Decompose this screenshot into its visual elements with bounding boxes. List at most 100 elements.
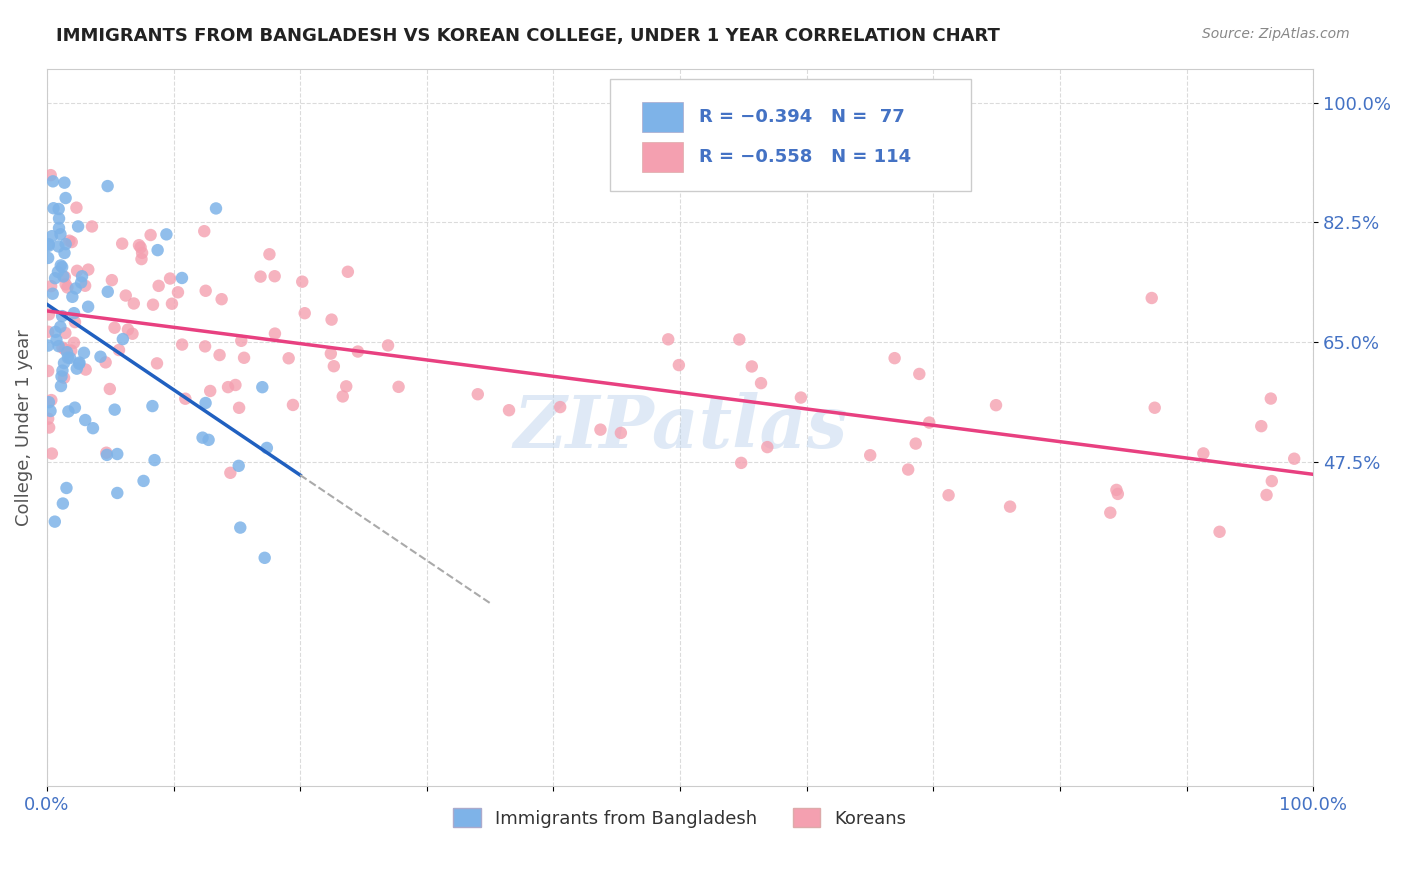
- Point: [142, 298, 165, 312]
- Point: [143, 453, 166, 467]
- Point: [94, 355, 117, 369]
- Point: [55, 191, 77, 205]
- Point: [60, 343, 83, 358]
- Point: [194, 396, 217, 410]
- Point: [281, 398, 304, 412]
- Point: [548, 400, 571, 414]
- Point: [859, 448, 882, 462]
- Point: [194, 284, 217, 298]
- Point: [37, 364, 59, 378]
- Point: [321, 312, 343, 326]
- Point: [103, 320, 125, 334]
- Point: [38, 420, 60, 434]
- Point: [256, 441, 278, 455]
- Point: [67, 219, 90, 234]
- Bar: [643, 102, 683, 132]
- Point: [259, 247, 281, 261]
- Point: [790, 391, 813, 405]
- Point: [160, 296, 183, 310]
- Point: [49, 227, 72, 242]
- Point: [114, 288, 136, 302]
- Legend: Immigrants from Bangladesh, Koreans: Immigrants from Bangladesh, Koreans: [446, 801, 914, 835]
- Point: [53, 371, 76, 385]
- Point: [1208, 524, 1230, 539]
- Point: [60, 235, 83, 249]
- Point: [498, 403, 520, 417]
- Point: [918, 416, 941, 430]
- Point: [37, 325, 59, 339]
- Point: [1260, 392, 1282, 406]
- Point: [65, 281, 87, 295]
- Point: [467, 387, 489, 401]
- Point: [122, 296, 145, 310]
- Point: [77, 300, 100, 314]
- FancyBboxPatch shape: [610, 79, 972, 191]
- Point: [749, 376, 772, 391]
- Point: [319, 346, 342, 360]
- Point: [111, 332, 134, 346]
- Point: [228, 401, 250, 415]
- Point: [336, 265, 359, 279]
- Point: [938, 488, 960, 502]
- Point: [70, 269, 93, 284]
- Point: [42, 201, 65, 215]
- Point: [73, 346, 96, 360]
- Point: [56, 351, 79, 365]
- Point: [48, 221, 70, 235]
- Point: [197, 433, 219, 447]
- Point: [170, 271, 193, 285]
- Point: [58, 234, 80, 248]
- Point: [224, 378, 246, 392]
- Point: [53, 176, 76, 190]
- Point: [38, 239, 60, 253]
- Point: [174, 392, 197, 406]
- Point: [101, 273, 124, 287]
- Point: [253, 550, 276, 565]
- Point: [97, 179, 120, 194]
- Point: [1282, 451, 1305, 466]
- Point: [63, 401, 86, 415]
- Point: [80, 219, 103, 234]
- Point: [728, 333, 751, 347]
- Point: [1250, 419, 1272, 434]
- Point: [277, 351, 299, 366]
- Point: [1105, 483, 1128, 497]
- Text: ZIPatlas: ZIPatlas: [513, 392, 848, 463]
- Point: [141, 399, 163, 413]
- Point: [67, 357, 90, 371]
- Point: [41, 229, 63, 244]
- Point: [104, 402, 127, 417]
- Point: [1256, 488, 1278, 502]
- Point: [208, 348, 231, 362]
- Point: [53, 356, 76, 370]
- Point: [70, 276, 93, 290]
- Point: [387, 380, 409, 394]
- Point: [128, 238, 150, 252]
- Point: [66, 264, 89, 278]
- Point: [58, 404, 80, 418]
- Point: [984, 398, 1007, 412]
- Point: [146, 356, 169, 370]
- Point: [249, 269, 271, 284]
- Point: [37, 251, 59, 265]
- Point: [41, 446, 63, 460]
- Point: [38, 395, 60, 409]
- Point: [172, 337, 194, 351]
- Point: [233, 351, 256, 365]
- Point: [131, 245, 153, 260]
- Point: [48, 339, 70, 353]
- Point: [37, 411, 59, 425]
- Point: [41, 286, 63, 301]
- Point: [610, 425, 633, 440]
- Point: [75, 278, 97, 293]
- Point: [59, 351, 82, 365]
- Point: [39, 279, 62, 293]
- Point: [668, 358, 690, 372]
- Point: [63, 306, 86, 320]
- Point: [53, 342, 76, 356]
- Point: [66, 361, 89, 376]
- Text: Source: ZipAtlas.com: Source: ZipAtlas.com: [1202, 27, 1350, 41]
- Point: [155, 227, 177, 242]
- Point: [897, 462, 920, 476]
- Point: [264, 326, 287, 341]
